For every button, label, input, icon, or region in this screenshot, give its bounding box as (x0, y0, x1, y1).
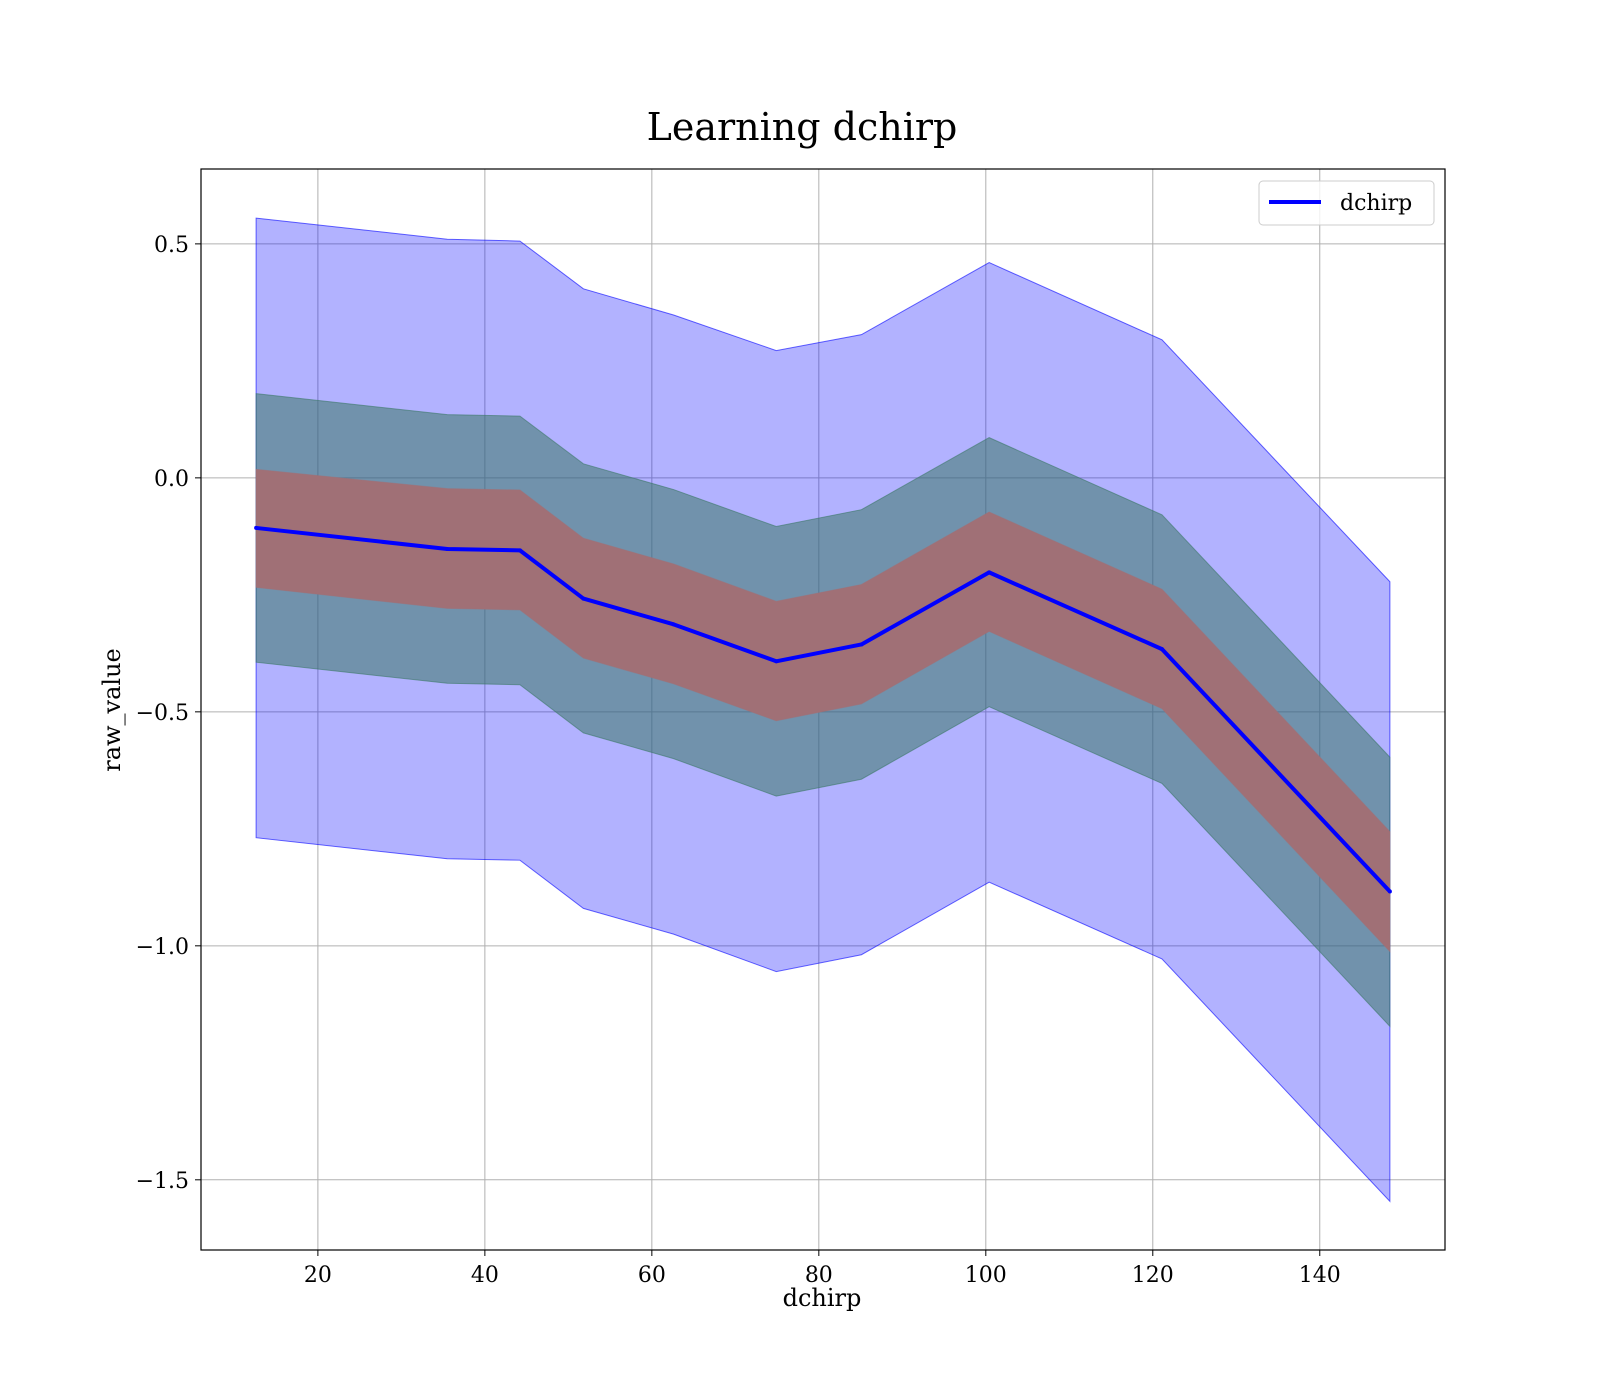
data-point (859, 642, 864, 647)
data-point (671, 622, 676, 627)
y-tick-label: 0.5 (154, 233, 189, 258)
y-tick-label: −1.5 (136, 1169, 189, 1194)
legend-label-dchirp: dchirp (1340, 191, 1412, 216)
x-tick-label: 140 (1299, 1263, 1341, 1288)
confidence-bands (255, 217, 1391, 1203)
series-lines (254, 525, 1392, 894)
x-axis-ticks: 20 40 60 80 100 120 140 (304, 1250, 1341, 1288)
x-tick-label: 120 (1132, 1263, 1174, 1288)
data-point (1387, 889, 1392, 894)
x-tick-label: 40 (471, 1263, 499, 1288)
x-tick-label: 20 (304, 1263, 332, 1288)
data-point (517, 548, 522, 553)
data-point (581, 596, 586, 601)
series-line-dchirp (255, 525, 1392, 893)
x-tick-label: 100 (965, 1263, 1007, 1288)
chart-title: Learning dchirp (647, 105, 958, 149)
data-point (1159, 647, 1164, 652)
x-tick-label: 80 (805, 1263, 833, 1288)
y-axis-ticks: 0.5 0.0 −0.5 −1.0 −1.5 (136, 233, 201, 1194)
legend: dchirp (1258, 180, 1435, 226)
y-tick-label: 0.0 (154, 467, 189, 492)
y-axis-label: raw_value (98, 648, 126, 772)
confidence-band-2 (255, 468, 1391, 953)
plot-frame (200, 168, 1446, 1251)
y-tick-label: −1.0 (136, 935, 189, 960)
data-point (987, 570, 992, 575)
data-point (254, 525, 259, 530)
x-tick-label: 60 (638, 1263, 666, 1288)
y-tick-label: −0.5 (136, 701, 189, 726)
x-axis-label: dchirp (783, 1284, 862, 1312)
legend-box (1258, 180, 1435, 226)
data-point (445, 546, 450, 551)
data-point (774, 659, 779, 664)
